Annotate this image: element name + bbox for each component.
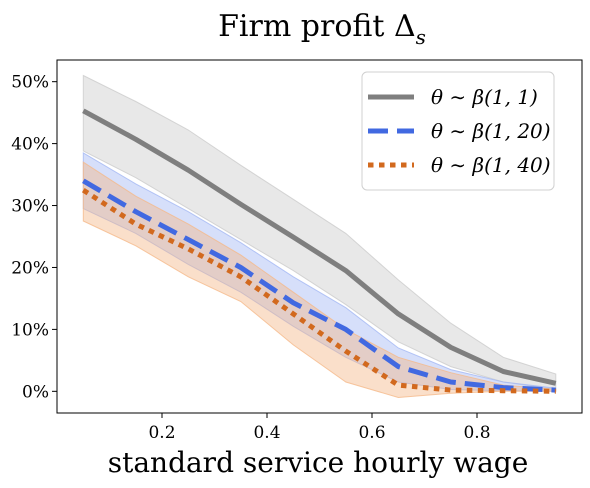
chart-title-subscript: s <box>416 25 426 49</box>
line-series-3 <box>81 188 556 394</box>
legend: θ ∼ β(1, 1) θ ∼ β(1, 20) θ ∼ β(1, 40) <box>361 71 555 191</box>
x-tick-label: 0.8 <box>463 423 490 443</box>
legend-label-series-2: θ ∼ β(1, 20) <box>431 119 551 143</box>
legend-label-series-1: θ ∼ β(1, 1) <box>431 85 538 109</box>
y-axis-ticks: 0% 10% 20% 30% 40% 50% <box>11 73 57 402</box>
y-tick-label: 20% <box>11 258 49 278</box>
y-tick-label: 30% <box>11 197 49 217</box>
x-axis-ticks: 0.2 0.4 0.6 0.8 <box>148 413 491 443</box>
line-series-1 <box>82 108 557 386</box>
line-series-2 <box>82 178 556 393</box>
x-tick-label: 0.4 <box>253 423 280 443</box>
x-axis-label: standard service hourly wage <box>108 446 529 479</box>
chart-title: Firm profit Δs <box>218 9 426 49</box>
y-tick-label: 10% <box>11 320 49 340</box>
plot-frame <box>56 59 583 414</box>
y-tick-label: 50% <box>11 73 49 93</box>
y-tick-label: 40% <box>11 135 49 155</box>
chart-title-main: Firm profit Δ <box>218 9 416 44</box>
x-tick-label: 0.2 <box>148 423 175 443</box>
y-tick-label: 0% <box>22 382 49 402</box>
legend-label-series-3: θ ∼ β(1, 40) <box>431 153 551 177</box>
legend-box <box>361 71 555 191</box>
x-tick-label: 0.6 <box>358 423 385 443</box>
legend-items: θ ∼ β(1, 1) θ ∼ β(1, 20) θ ∼ β(1, 40) <box>368 85 551 177</box>
series-lines <box>81 108 557 394</box>
